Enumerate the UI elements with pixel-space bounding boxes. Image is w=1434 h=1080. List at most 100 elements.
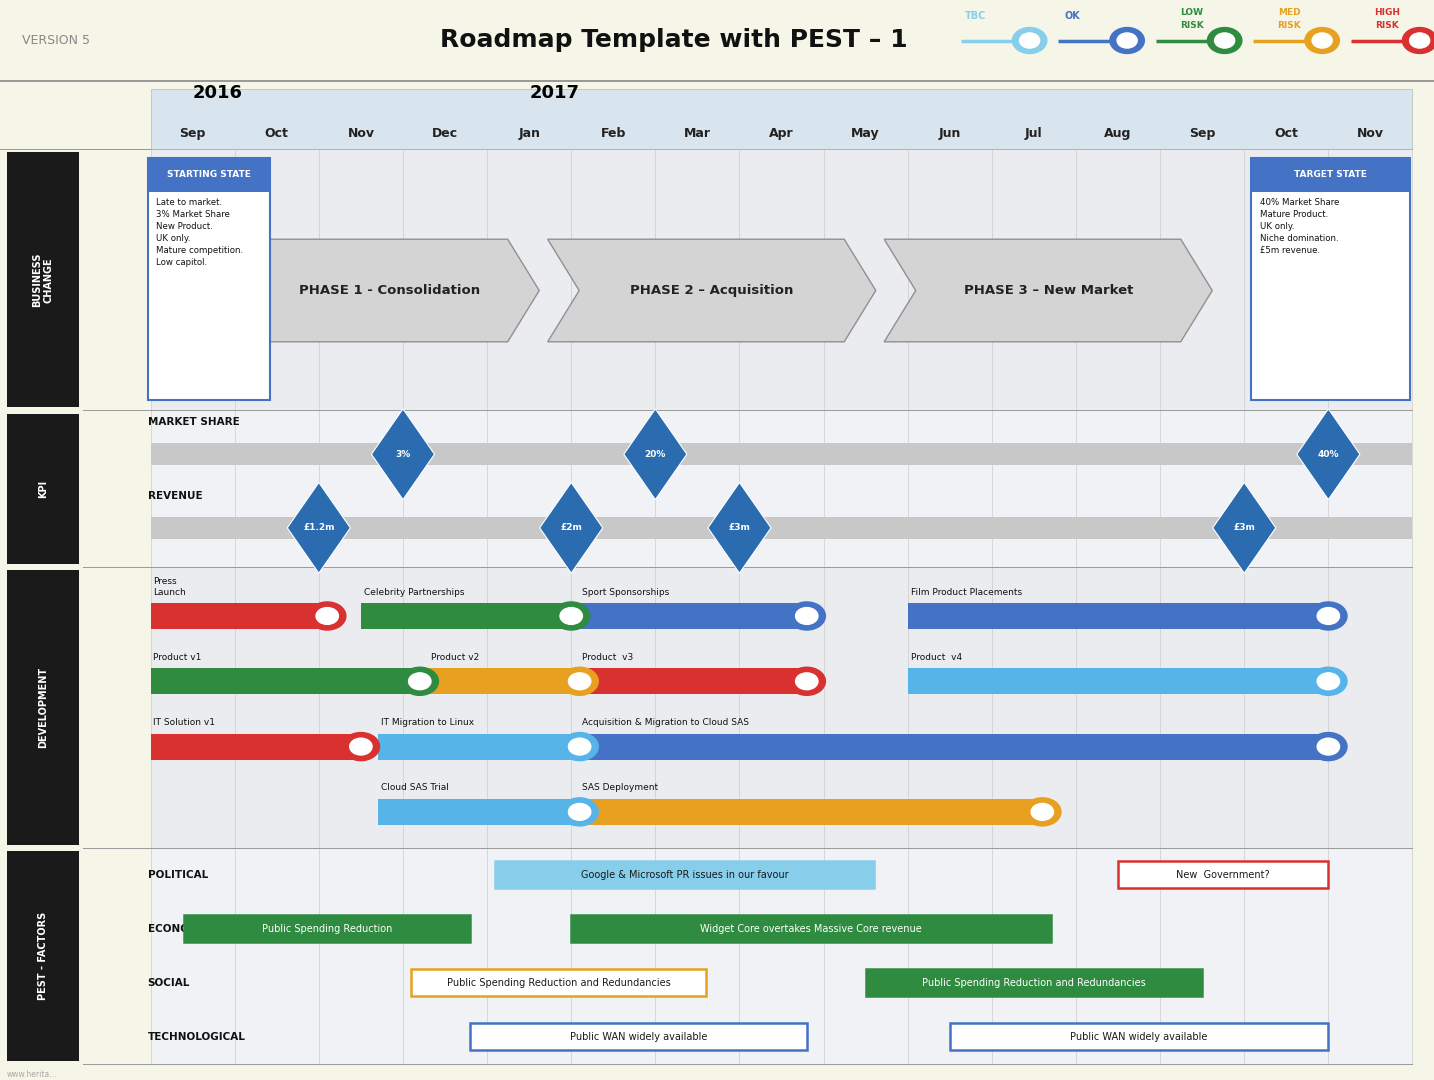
Polygon shape xyxy=(885,240,1212,341)
Text: www.herita...: www.herita... xyxy=(7,1070,57,1079)
Text: KPI: KPI xyxy=(39,480,47,498)
Bar xyxy=(151,89,1412,149)
Polygon shape xyxy=(287,483,350,573)
Text: Aug: Aug xyxy=(1104,127,1131,140)
Bar xyxy=(151,149,1412,410)
Bar xyxy=(1245,149,1328,1064)
Bar xyxy=(823,149,908,1064)
Circle shape xyxy=(1031,804,1054,821)
Bar xyxy=(1250,158,1410,400)
Text: Sep: Sep xyxy=(179,127,206,140)
Text: VERSION 5: VERSION 5 xyxy=(22,33,89,48)
Text: TBC: TBC xyxy=(965,11,985,21)
Text: Oct: Oct xyxy=(265,127,288,140)
Circle shape xyxy=(1309,602,1347,630)
Text: SOCIAL: SOCIAL xyxy=(148,977,191,988)
Circle shape xyxy=(1312,32,1332,48)
Text: REVENUE: REVENUE xyxy=(148,490,202,501)
Circle shape xyxy=(1318,608,1339,624)
Bar xyxy=(148,158,270,192)
Text: IT Migration to Linux: IT Migration to Linux xyxy=(380,718,473,727)
Bar xyxy=(1160,149,1245,1064)
Text: Acquisition & Migration to Cloud SAS: Acquisition & Migration to Cloud SAS xyxy=(582,718,750,727)
Bar xyxy=(151,517,1412,539)
Circle shape xyxy=(1110,27,1144,53)
Bar xyxy=(7,851,79,1061)
Bar xyxy=(377,733,579,759)
Text: 2017: 2017 xyxy=(529,84,579,102)
Text: £1.2m: £1.2m xyxy=(303,524,334,532)
Circle shape xyxy=(1215,32,1235,48)
Circle shape xyxy=(1318,738,1339,755)
Bar xyxy=(1076,149,1160,1064)
Text: £3m: £3m xyxy=(1233,524,1255,532)
Text: Widget Core overtakes Massive Core revenue: Widget Core overtakes Massive Core reven… xyxy=(700,923,922,934)
Circle shape xyxy=(1402,27,1434,53)
Text: ECONOMIC: ECONOMIC xyxy=(148,923,211,934)
Text: TARGET STATE: TARGET STATE xyxy=(1293,171,1367,179)
Text: Product v1: Product v1 xyxy=(153,652,202,662)
Bar xyxy=(151,410,1412,567)
Text: New  Government?: New Government? xyxy=(1176,869,1271,880)
Polygon shape xyxy=(1296,409,1359,500)
Bar xyxy=(151,669,420,694)
Text: POLITICAL: POLITICAL xyxy=(148,869,208,880)
Text: Celebrity Partnerships: Celebrity Partnerships xyxy=(364,588,465,596)
Bar xyxy=(908,669,1328,694)
Text: TECHNOLOGICAL: TECHNOLOGICAL xyxy=(148,1031,245,1042)
Bar xyxy=(318,149,403,1064)
Text: Nov: Nov xyxy=(347,127,374,140)
Text: Public Spending Reduction and Redundancies: Public Spending Reduction and Redundanci… xyxy=(447,977,671,988)
Text: Jun: Jun xyxy=(939,127,961,140)
Text: Press
Launch: Press Launch xyxy=(153,577,186,596)
Bar xyxy=(361,603,571,629)
Circle shape xyxy=(789,667,826,696)
Text: Public Spending Reduction: Public Spending Reduction xyxy=(262,923,393,934)
Bar xyxy=(151,603,327,629)
Text: RISK: RISK xyxy=(1375,21,1398,29)
Bar xyxy=(151,848,1412,1064)
Text: £2m: £2m xyxy=(561,524,582,532)
Text: MED: MED xyxy=(1278,8,1301,16)
Bar xyxy=(1250,158,1410,192)
Circle shape xyxy=(568,738,591,755)
Bar xyxy=(1119,862,1328,888)
Circle shape xyxy=(1117,32,1137,48)
Text: STARTING STATE: STARTING STATE xyxy=(166,171,251,179)
Bar xyxy=(151,444,1412,465)
Bar xyxy=(866,970,1202,996)
Circle shape xyxy=(308,602,346,630)
Text: PHASE 2 – Acquisition: PHASE 2 – Acquisition xyxy=(630,284,793,297)
Circle shape xyxy=(796,608,817,624)
Circle shape xyxy=(1318,673,1339,690)
Bar xyxy=(1328,149,1412,1064)
Bar xyxy=(184,916,470,942)
Bar xyxy=(992,149,1076,1064)
Bar xyxy=(377,799,579,825)
Text: Apr: Apr xyxy=(769,127,794,140)
Text: Product  v3: Product v3 xyxy=(582,652,634,662)
Text: PHASE 1 - Consolidation: PHASE 1 - Consolidation xyxy=(298,284,479,297)
Text: Sport Sponsorships: Sport Sponsorships xyxy=(582,588,670,596)
Circle shape xyxy=(561,798,598,826)
Bar xyxy=(579,733,1328,759)
Bar xyxy=(579,799,1043,825)
Text: 3%: 3% xyxy=(396,449,410,459)
Text: 40% Market Share
Mature Product.
UK only.
Niche domination.
£5m revenue.: 40% Market Share Mature Product. UK only… xyxy=(1259,198,1339,255)
Text: IT Solution v1: IT Solution v1 xyxy=(153,718,215,727)
Text: HIGH: HIGH xyxy=(1374,8,1400,16)
Text: BUSINESS
CHANGE: BUSINESS CHANGE xyxy=(32,253,54,307)
Text: Jul: Jul xyxy=(1025,127,1043,140)
Text: Cloud SAS Trial: Cloud SAS Trial xyxy=(380,783,449,793)
Polygon shape xyxy=(708,483,771,573)
Bar xyxy=(908,603,1328,629)
Circle shape xyxy=(552,602,589,630)
Polygon shape xyxy=(624,409,687,500)
Bar xyxy=(148,158,270,400)
Polygon shape xyxy=(1213,483,1276,573)
Bar xyxy=(470,1024,807,1050)
Text: Public WAN widely available: Public WAN widely available xyxy=(1070,1031,1207,1042)
Circle shape xyxy=(561,667,598,696)
Bar xyxy=(740,149,823,1064)
Bar xyxy=(496,862,875,888)
